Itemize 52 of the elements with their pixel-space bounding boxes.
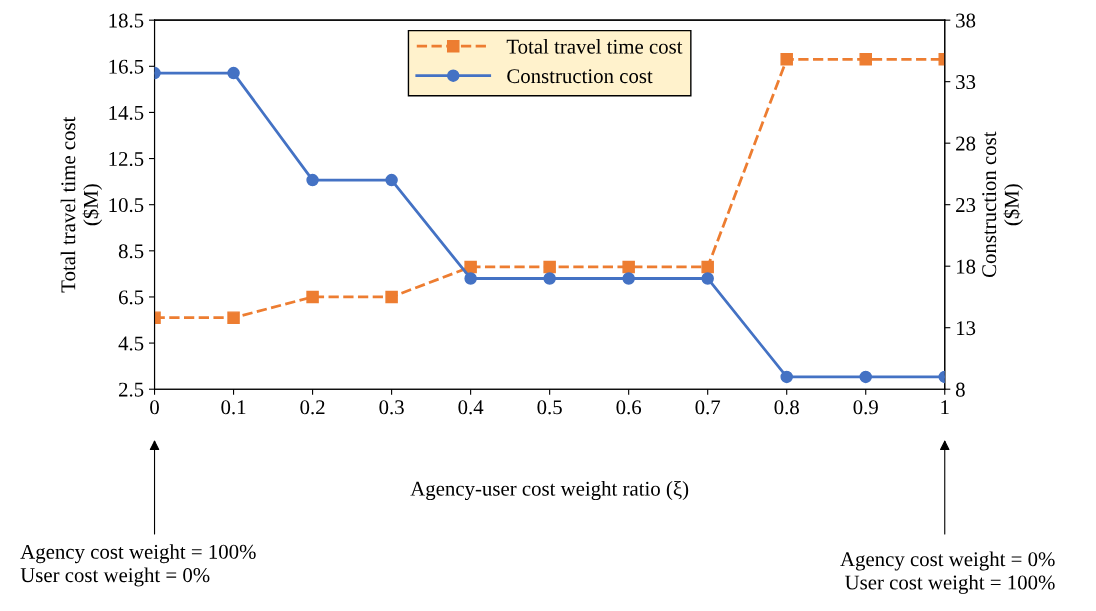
y-axis-title: Total travel time cost ($M)	[60, 116, 103, 293]
point	[227, 311, 240, 324]
y2-tick-label: 18	[957, 259, 976, 274]
y-tick-label: 10.5	[109, 198, 144, 213]
point	[701, 272, 714, 285]
x-tick-label: 0.1	[221, 400, 246, 415]
point	[385, 173, 398, 187]
point	[701, 260, 714, 274]
y2-tick-label: 13	[957, 321, 976, 336]
x-tick-label: 0.9	[853, 400, 878, 415]
y2-tick-label: 28	[956, 136, 976, 151]
y2-tick-label: 33	[956, 75, 976, 90]
point	[385, 290, 398, 304]
point	[464, 272, 477, 285]
legend-label: Construction cost	[507, 69, 653, 84]
y-tick-label: 12.5	[109, 151, 144, 167]
point	[622, 260, 635, 274]
point	[543, 272, 556, 285]
x-tick-label: 0.4	[458, 400, 484, 415]
x-tick-label: 0.8	[774, 400, 799, 415]
point	[464, 260, 477, 274]
y-tick-label: 18.5	[109, 13, 144, 28]
y2-tick-label: 8	[955, 382, 965, 397]
legend-label: Total travel time cost	[506, 39, 683, 54]
point	[227, 66, 240, 80]
point	[306, 173, 319, 187]
y-tick-label: 4.5	[118, 336, 144, 351]
text: Agency cost weight = 100% User cost weight = 0%	[20, 544, 256, 587]
y-tick-label: 6.5	[118, 290, 144, 305]
y2-tick-label: 38	[956, 13, 976, 28]
x-tick-label: 0.6	[616, 400, 642, 415]
y-tick-label: 8.5	[118, 244, 144, 259]
y2-tick-label: 23	[956, 198, 976, 213]
x-tick-label: 1	[941, 400, 949, 415]
point	[780, 370, 793, 384]
point	[543, 260, 556, 274]
x-tick-label: 0	[150, 400, 159, 415]
x-axis-title: Agency-user cost weight ratio (ξ)	[410, 481, 689, 501]
point	[859, 53, 872, 66]
y2-axis-title: Construction cost ($M)	[982, 131, 1023, 278]
y-tick-label: 14.5	[109, 105, 144, 120]
point	[622, 272, 635, 285]
point	[306, 290, 319, 304]
text: Agency cost weight = 0% User cost weight = 100%	[840, 551, 1055, 594]
x-tick-label: 0.3	[379, 400, 404, 415]
y-tick-label: 16.5	[109, 59, 144, 74]
x-tick-label: 0.7	[695, 400, 721, 415]
x-tick-label: 0.5	[537, 400, 562, 415]
point	[859, 370, 872, 384]
y-tick-label: 2.5	[118, 382, 144, 397]
x-tick-label: 0.2	[300, 400, 325, 415]
point	[780, 53, 793, 66]
